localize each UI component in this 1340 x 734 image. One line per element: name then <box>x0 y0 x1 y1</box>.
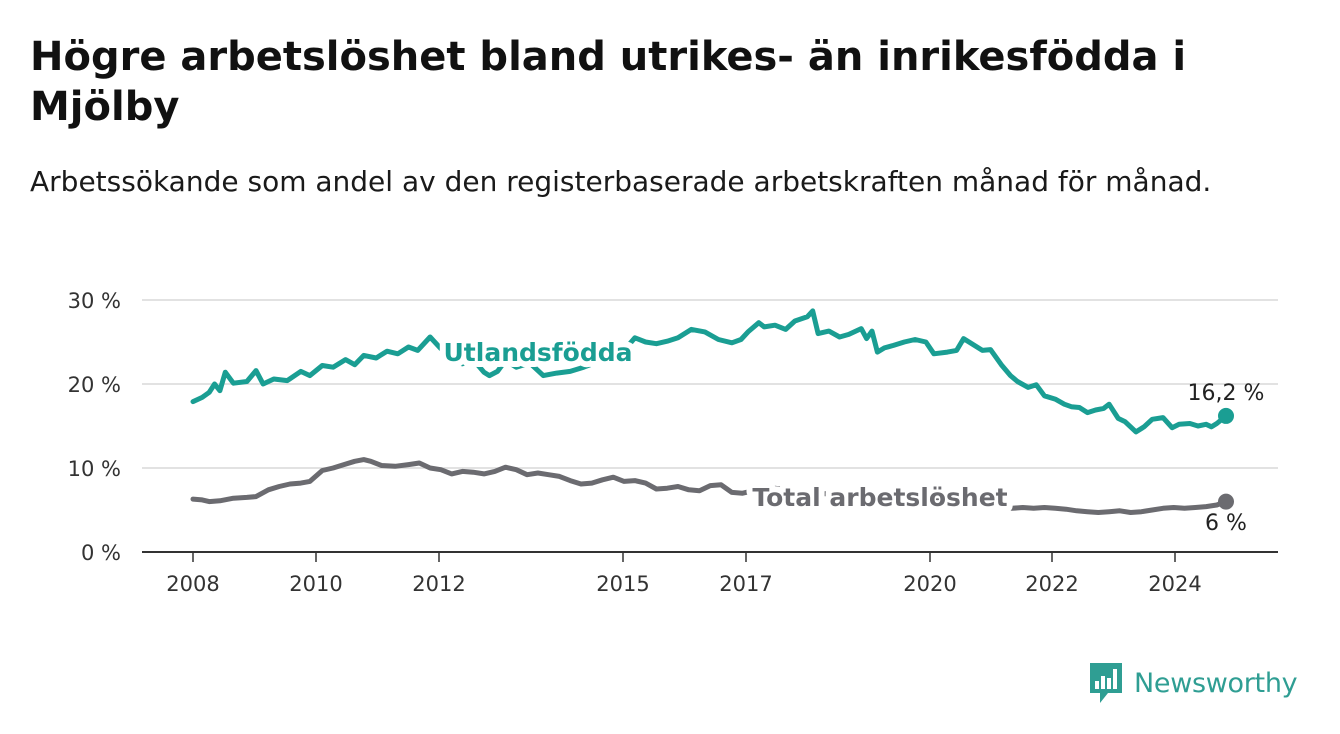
x-axis-ticks: 2008 2010 2012 2015 2017 2020 2022 2024 <box>166 552 1202 596</box>
series-label: Total arbetslöshet <box>752 483 1007 512</box>
series-line-utlandsfodda <box>190 308 1229 435</box>
series-line-total <box>190 457 1229 515</box>
x-tick-label: 2015 <box>596 572 649 596</box>
series-label-halo: Utlandsfödda <box>444 338 633 367</box>
series-end-marker <box>1218 493 1234 510</box>
x-tick-label: 2010 <box>289 572 342 596</box>
series-lines <box>190 308 1234 515</box>
x-tick-label: 2017 <box>719 572 772 596</box>
y-tick-label: 0 % <box>81 541 121 565</box>
x-tick-label: 2012 <box>412 572 465 596</box>
series-end-marker <box>1218 407 1234 424</box>
chart-subtitle: Arbetssökande som andel av den registerb… <box>30 165 1212 198</box>
y-axis-ticks: 0 % 10 % 20 % 30 % <box>68 289 121 565</box>
brand-name: Newsworthy <box>1134 667 1298 699</box>
bar-chart-logo-icon <box>1090 663 1122 703</box>
end-value-label: 6 % <box>1205 511 1247 536</box>
series-label: Utlandsfödda <box>444 338 633 367</box>
end-value-label: 16,2 % <box>1188 381 1265 406</box>
brand-logo: Newsworthy <box>1088 660 1298 706</box>
x-tick-label: 2008 <box>166 572 219 596</box>
x-tick-label: 2020 <box>903 572 956 596</box>
y-tick-label: 10 % <box>68 457 121 481</box>
x-tick-label: 2024 <box>1148 572 1201 596</box>
x-tick-label: 2022 <box>1025 572 1078 596</box>
y-tick-label: 30 % <box>68 289 121 313</box>
chart-title: Högre arbetslöshet bland utrikes- än inr… <box>30 34 1187 130</box>
y-tick-label: 20 % <box>68 373 121 397</box>
series-label-halo: Total arbetslöshet <box>752 483 1007 512</box>
